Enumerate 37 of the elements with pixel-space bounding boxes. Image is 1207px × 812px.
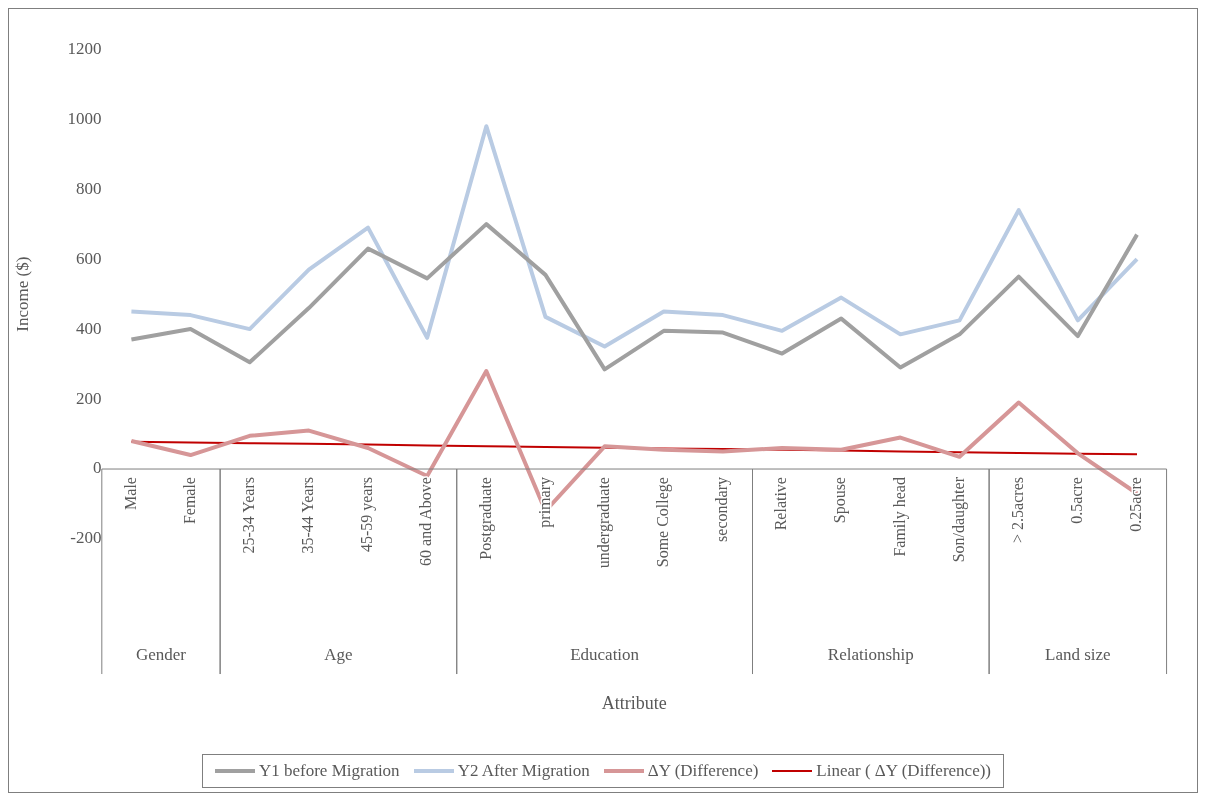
text: Relationship — [827, 645, 914, 665]
text: Age — [324, 645, 353, 665]
text: Gender — [135, 645, 187, 665]
x-tick-label: Male — [121, 477, 139, 510]
legend-label: Y2 After Migration — [457, 761, 590, 781]
y-tick-label: 0 — [92, 458, 102, 478]
x-tick-label: undergraduate — [594, 477, 613, 569]
x-tick-label: secondary — [713, 477, 732, 542]
x-tick-label: Relative — [772, 477, 790, 531]
y-axis-title: Income ($) — [12, 256, 32, 332]
x-tick-label: 35-44 Years — [299, 477, 317, 554]
y-tick-label: 1200 — [67, 38, 102, 58]
x-tick-label: Son/daughter — [949, 476, 968, 563]
text: Education — [570, 645, 640, 665]
y-tick-label: 600 — [75, 248, 102, 268]
x-tick-label: 60 and Above — [417, 477, 435, 566]
x-tick-label: 0.5acre — [1068, 477, 1086, 524]
x-tick-label: 25-34 Years — [239, 477, 257, 554]
x-tick-label: 0.25acre — [1127, 477, 1145, 532]
x-tick-label: > 2.5acres — [1008, 477, 1026, 543]
x-tick-label: 45-59 years — [358, 477, 377, 553]
legend-label: Linear ( ΔY (Difference)) — [816, 761, 992, 781]
x-tick-label: Family head — [890, 477, 909, 557]
text: Attribute — [601, 692, 667, 713]
y-tick-label: 400 — [75, 318, 102, 338]
y-tick-label: 1000 — [67, 108, 102, 128]
y-tick-label: -200 — [70, 528, 102, 548]
x-tick-label: Some College — [653, 477, 672, 568]
text: Land size — [1045, 645, 1111, 665]
x-tick-label: Postgraduate — [476, 477, 495, 560]
legend-label: ΔY (Difference) — [647, 761, 759, 781]
y-tick-label: 200 — [75, 388, 102, 408]
legend-label: Y1 before Migration — [258, 761, 400, 781]
y-tick-label: 800 — [75, 178, 102, 198]
x-tick-label: Spouse — [831, 477, 850, 524]
x-tick-label: Female — [180, 477, 198, 525]
x-tick-label: primary — [535, 477, 554, 528]
